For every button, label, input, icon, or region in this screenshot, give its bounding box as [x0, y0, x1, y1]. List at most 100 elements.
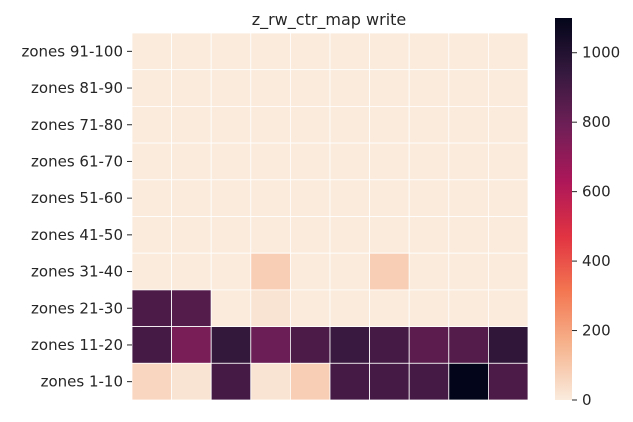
heatmap-cell [408, 362, 450, 401]
colorbar-tick-label: 400 [582, 252, 611, 270]
heatmap-cell [250, 326, 291, 364]
heatmap-cell [131, 32, 172, 71]
heatmap-cell [487, 32, 529, 71]
y-tick-label: zones 71-80 [31, 116, 123, 134]
heatmap-cell [408, 289, 450, 327]
heatmap-cell [448, 289, 489, 327]
colorbar-tick-label: 800 [582, 113, 611, 131]
colorbar-gradient [555, 18, 572, 400]
heatmap-cell [408, 252, 450, 291]
heatmap-cell [408, 32, 450, 71]
heatmap-cell [369, 179, 410, 217]
heatmap-cell [250, 289, 291, 327]
heatmap-cell [210, 179, 252, 217]
heatmap-cell [250, 106, 291, 144]
heatmap-cell [171, 289, 212, 327]
heatmap-cells [131, 32, 529, 401]
heatmap-cell [448, 142, 489, 181]
colorbar-tick-label: 0 [582, 391, 592, 409]
heatmap-cell [210, 252, 252, 291]
heatmap-cell [131, 142, 172, 181]
heatmap-cell [250, 69, 291, 107]
heatmap-cell [210, 326, 252, 364]
colorbar-tick-label: 1000 [582, 44, 620, 62]
heatmap-cell [369, 252, 410, 291]
heatmap-cell [369, 362, 410, 401]
chart-title: z_rw_ctr_map write [252, 10, 407, 30]
heatmap-cell [408, 216, 450, 254]
heatmap-cell [289, 106, 331, 144]
heatmap-cell [369, 289, 410, 327]
heatmap-cell [171, 179, 212, 217]
row-labels: zones 91-100 zones 81-90 zones 71-80 zones … [22, 42, 132, 391]
heatmap-cell [289, 216, 331, 254]
heatmap-cell [250, 216, 291, 254]
heatmap-cell [329, 106, 370, 144]
heatmap-cell [369, 142, 410, 181]
heatmap-cell [289, 362, 331, 401]
heatmap-cell [171, 252, 212, 291]
y-tick-label: zones 91-100 [22, 42, 124, 60]
heatmap-cell [210, 142, 252, 181]
heatmap-cell [131, 69, 172, 107]
heatmap-cell [448, 362, 489, 401]
heatmap-cell [171, 69, 212, 107]
heatmap-cell [171, 32, 212, 71]
heatmap-cell [487, 289, 529, 327]
heatmap-cell [448, 106, 489, 144]
heatmap-cell [210, 106, 252, 144]
y-tick-label: zones 11-20 [31, 336, 123, 354]
heatmap-cell [448, 69, 489, 107]
heatmap-cell [408, 69, 450, 107]
heatmap-cell [250, 32, 291, 71]
heatmap-cell [487, 216, 529, 254]
heatmap-cell [408, 106, 450, 144]
colorbar-tick-label: 200 [582, 322, 611, 340]
heatmap-cell [329, 69, 370, 107]
heatmap-cell [448, 326, 489, 364]
heatmap-cell [210, 362, 252, 401]
heatmap-cell [289, 69, 331, 107]
heatmap-cell [329, 179, 370, 217]
heatmap-cell [289, 289, 331, 327]
heatmap-cell [289, 142, 331, 181]
heatmap-cell [131, 326, 172, 364]
heatmap-cell [369, 326, 410, 364]
heatmap-cell [250, 362, 291, 401]
heatmap-cell [487, 326, 529, 364]
heatmap-cell [131, 179, 172, 217]
heatmap-cell [329, 362, 370, 401]
y-tick-label: zones 31-40 [31, 263, 123, 281]
heatmap-cell [289, 179, 331, 217]
heatmap-cell [487, 69, 529, 107]
heatmap-cell [131, 362, 172, 401]
y-tick-label: zones 41-50 [31, 226, 123, 244]
heatmap-cell [210, 216, 252, 254]
heatmap-cell [171, 142, 212, 181]
heatmap-cell [289, 252, 331, 291]
heatmap-cell [171, 216, 212, 254]
heatmap-cell [448, 32, 489, 71]
heatmap-cell [210, 69, 252, 107]
heatmap-cell [131, 216, 172, 254]
heatmap-cell [369, 32, 410, 71]
heatmap-cell [487, 142, 529, 181]
heatmap-cell [487, 252, 529, 291]
heatmap-cell [329, 289, 370, 327]
heatmap-cell [329, 142, 370, 181]
heatmap-cell [329, 32, 370, 71]
heatmap-cell [210, 289, 252, 327]
y-tick-label: zones 1-10 [41, 373, 123, 391]
heatmap-cell [131, 289, 172, 327]
y-tick-label: zones 21-30 [31, 299, 123, 317]
heatmap-cell [448, 179, 489, 217]
heatmap-cell [487, 179, 529, 217]
heatmap-cell [487, 362, 529, 401]
heatmap-cell [289, 326, 331, 364]
heatmap-cell [210, 32, 252, 71]
heatmap-cell [487, 106, 529, 144]
y-tick-label: zones 51-60 [31, 189, 123, 207]
heatmap-cell [329, 326, 370, 364]
colorbar: 0 200 400 600 800 1000 [555, 18, 620, 409]
